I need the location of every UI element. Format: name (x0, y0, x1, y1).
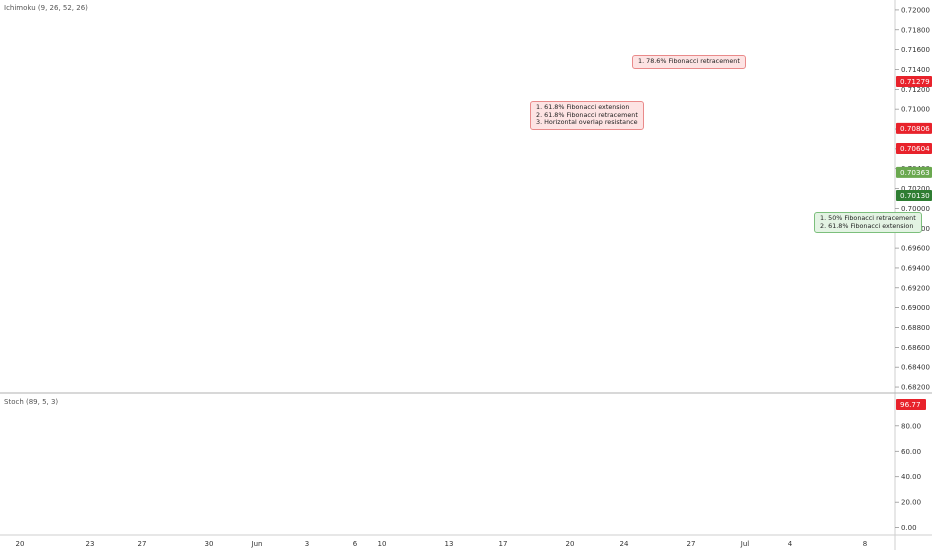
price-tick-label: 0.69400 (901, 264, 930, 272)
price-tick-label: 0.71600 (901, 46, 930, 54)
price-tick-label: 0.71800 (901, 26, 930, 34)
time-tick-label: 20 (16, 540, 25, 548)
price-tick-label: 0.69200 (901, 284, 930, 292)
price-badge-label: 0.70363 (900, 168, 930, 177)
price-badge-label: 0.70604 (900, 144, 930, 153)
time-tick-label: 17 (499, 540, 508, 548)
price-badge-label: 0.71279 (900, 77, 930, 86)
fib-callout-middle: 1. 61.8% Fibonacci extension 2. 61.8% Fi… (530, 101, 644, 130)
time-tick-label: 3 (305, 540, 309, 548)
time-tick-label: 8 (863, 540, 867, 548)
ichimoku-indicator-label[interactable]: Ichimoku (9, 26, 52, 26) (4, 4, 88, 12)
price-tick-label: 0.69600 (901, 245, 930, 253)
fib-callout-support: 1. 50% Fibonacci retracement 2. 61.8% Fi… (814, 212, 922, 234)
time-tick-label: 4 (788, 540, 793, 548)
price-tick-label: 0.68800 (901, 324, 930, 332)
price-tick-label: 0.68600 (901, 344, 930, 352)
time-tick-label: Jul (740, 540, 750, 548)
price-badge-label: 0.70806 (900, 124, 930, 133)
time-tick-label: 6 (353, 540, 358, 548)
price-badge (896, 166, 932, 178)
price-tick-label: 0.72000 (901, 6, 930, 14)
time-tick-label: Jun (251, 540, 263, 548)
stoch-indicator-label[interactable]: Stoch (89, 5, 3) (4, 398, 59, 406)
stoch-badge-label: 96.77 (900, 400, 921, 409)
stoch-tick-label: 20.00 (901, 499, 921, 507)
price-badge (896, 142, 932, 154)
price-badge (896, 122, 932, 134)
price-tick-label: 0.68400 (901, 364, 930, 372)
price-tick-label: 0.71400 (901, 66, 930, 74)
price-tick-label: 0.71200 (901, 86, 930, 94)
price-badge (896, 75, 932, 87)
time-tick-label: 27 (687, 540, 696, 548)
stoch-badge (896, 398, 926, 410)
price-badge-label: 0.70130 (900, 191, 930, 200)
time-tick-label: 20 (566, 540, 575, 548)
stoch-tick-label: 0.00 (901, 524, 917, 532)
price-tick-label: 0.68200 (901, 384, 930, 392)
price-tick-label: 0.70000 (901, 205, 930, 213)
time-tick-label: 10 (378, 540, 387, 548)
time-tick-label: 24 (620, 540, 629, 548)
price-tick-label: 0.70200 (901, 185, 930, 193)
stoch-tick-label: 60.00 (901, 448, 921, 456)
time-tick-label: 23 (86, 540, 95, 548)
time-tick-label: 30 (205, 540, 214, 548)
stoch-tick-label: 40.00 (901, 473, 921, 481)
price-tick-label: 0.71000 (901, 106, 930, 114)
time-tick-label: 27 (138, 540, 147, 548)
stoch-tick-label: 80.00 (901, 422, 921, 430)
fib-callout-top: 1. 78.6% Fibonacci retracement (632, 55, 746, 69)
price-badge (896, 190, 932, 202)
time-tick-label: 13 (445, 540, 454, 548)
price-tick-label: 0.69000 (901, 304, 930, 312)
